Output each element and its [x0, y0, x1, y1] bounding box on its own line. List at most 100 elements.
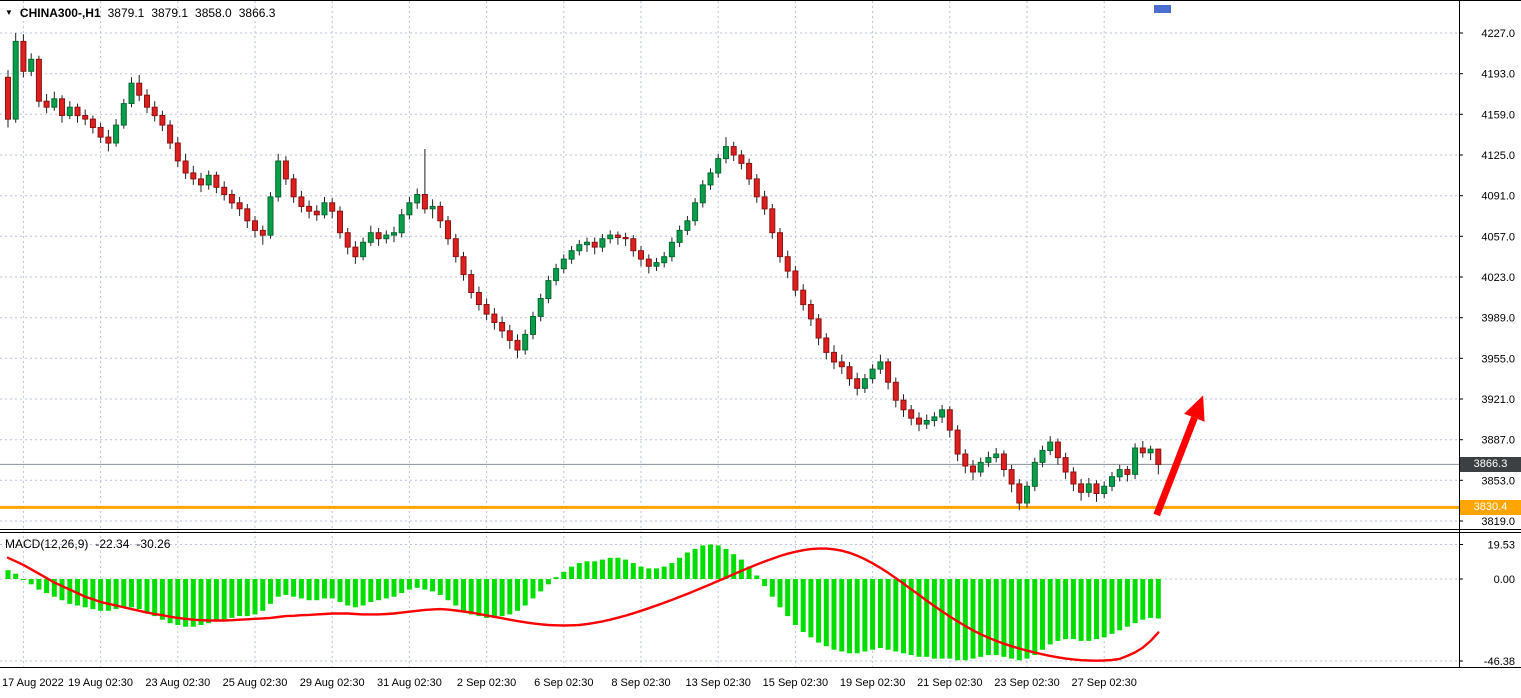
candle: [82, 115, 89, 120]
price-axis-label: 4125.0: [1481, 150, 1515, 162]
date-axis-label: 25 Aug 02:30: [223, 677, 288, 689]
date-axis-label: 8 Sep 02:30: [611, 677, 670, 689]
candle: [622, 237, 629, 240]
macd-histogram-bar: [1032, 579, 1038, 655]
candle: [1047, 441, 1054, 452]
macd-histogram-bar: [1140, 579, 1146, 620]
macd-histogram-bar: [1070, 579, 1076, 640]
candle: [367, 232, 374, 243]
macd-histogram-bar: [260, 579, 266, 611]
macd-histogram-bar: [237, 579, 243, 617]
macd-histogram-bar: [561, 571, 567, 579]
candle: [715, 158, 722, 174]
macd-histogram-bar: [461, 579, 466, 611]
price-axis-label: 4057.0: [1481, 231, 1515, 243]
macd-histogram-bar: [1063, 579, 1069, 640]
macd-histogram-bar: [924, 579, 930, 657]
trend-arrow-head[interactable]: [1184, 395, 1205, 422]
candle: [931, 416, 938, 421]
macd-histogram-bar: [275, 579, 281, 597]
macd-histogram-bar: [545, 579, 551, 585]
macd-histogram-bar: [522, 579, 528, 606]
candle: [630, 238, 637, 252]
macd-histogram-bar: [1024, 579, 1030, 659]
macd-histogram-bar: [723, 548, 729, 579]
macd-histogram-bar: [1155, 579, 1161, 619]
candle: [892, 381, 899, 401]
macd-histogram-bar: [816, 579, 822, 643]
macd-histogram-bar: [800, 579, 806, 632]
macd-histogram-bar: [198, 579, 204, 625]
candle: [97, 127, 104, 138]
macd-histogram-bar: [515, 579, 520, 611]
macd-histogram-bar: [221, 579, 227, 620]
price-axis-label: 4159.0: [1481, 109, 1515, 121]
candle: [923, 420, 930, 425]
macd-histogram-bar: [90, 579, 96, 610]
candle: [383, 234, 390, 240]
macd-histogram-bar: [213, 579, 219, 622]
candle: [807, 304, 814, 320]
macd-histogram-bar: [59, 579, 65, 601]
macd-histogram-bar: [368, 579, 374, 602]
macd-histogram-bar: [931, 579, 937, 659]
macd-histogram-bar: [908, 579, 914, 655]
candle: [916, 417, 922, 425]
candle: [298, 196, 305, 207]
candle: [267, 196, 274, 236]
date-axis-label: 19 Sep 02:30: [840, 677, 905, 689]
macd-histogram-bar: [993, 579, 999, 655]
trend-arrow-shaft[interactable]: [1153, 416, 1198, 517]
candle: [213, 174, 220, 188]
macd-histogram-bar: [1132, 579, 1138, 624]
candle: [20, 40, 27, 72]
candle: [954, 429, 961, 455]
macd-histogram-bar: [638, 566, 644, 579]
candle: [414, 194, 421, 204]
candle: [599, 238, 606, 248]
current-price-badge: 3866.3: [1460, 456, 1521, 472]
candle: [28, 58, 35, 72]
candle: [900, 399, 907, 411]
candle: [1147, 448, 1154, 454]
candle: [275, 160, 282, 198]
macd-histogram-bar: [51, 579, 57, 597]
candle: [5, 76, 11, 120]
candle: [730, 146, 737, 156]
candle: [568, 250, 575, 260]
macd-line-value: -22.34: [95, 537, 130, 551]
candle: [1016, 483, 1023, 504]
macd-histogram-bar: [862, 579, 868, 652]
macd-histogram-bar: [468, 579, 474, 615]
candle: [831, 351, 837, 363]
candle: [553, 268, 560, 282]
macd-histogram-bar: [414, 579, 420, 588]
macd-histogram-bar: [98, 579, 104, 611]
macd-histogram-bar: [939, 579, 945, 659]
macd-histogram-bar: [607, 557, 613, 579]
price-axis-label: 4227.0: [1481, 28, 1515, 40]
symbol-dropdown-icon[interactable]: ▼: [5, 8, 13, 17]
chart-scrollbar-thumb[interactable]: [1154, 5, 1171, 13]
candle: [35, 58, 42, 102]
macd-histogram-bar: [569, 566, 575, 579]
macd-histogram-bar: [762, 579, 768, 587]
date-axis-label: 27 Sep 02:30: [1071, 677, 1136, 689]
candle: [74, 106, 81, 117]
macd-signal-curve: [6, 547, 1160, 662]
macd-histogram-bar: [677, 557, 683, 579]
macd-histogram-bar: [183, 579, 189, 627]
macd-histogram-bar: [538, 579, 544, 592]
macd-histogram-bar: [36, 579, 42, 590]
macd-histogram-bar: [700, 545, 706, 579]
candle: [460, 256, 467, 276]
price-axis-label: 3887.0: [1481, 435, 1515, 447]
candle: [1109, 476, 1115, 487]
candle: [282, 160, 289, 180]
candle: [946, 409, 953, 431]
candle: [1008, 469, 1015, 485]
macd-histogram-bar: [692, 548, 698, 579]
macd-axis-label: 0.00: [1494, 574, 1515, 586]
macd-histogram-bar: [599, 559, 605, 579]
